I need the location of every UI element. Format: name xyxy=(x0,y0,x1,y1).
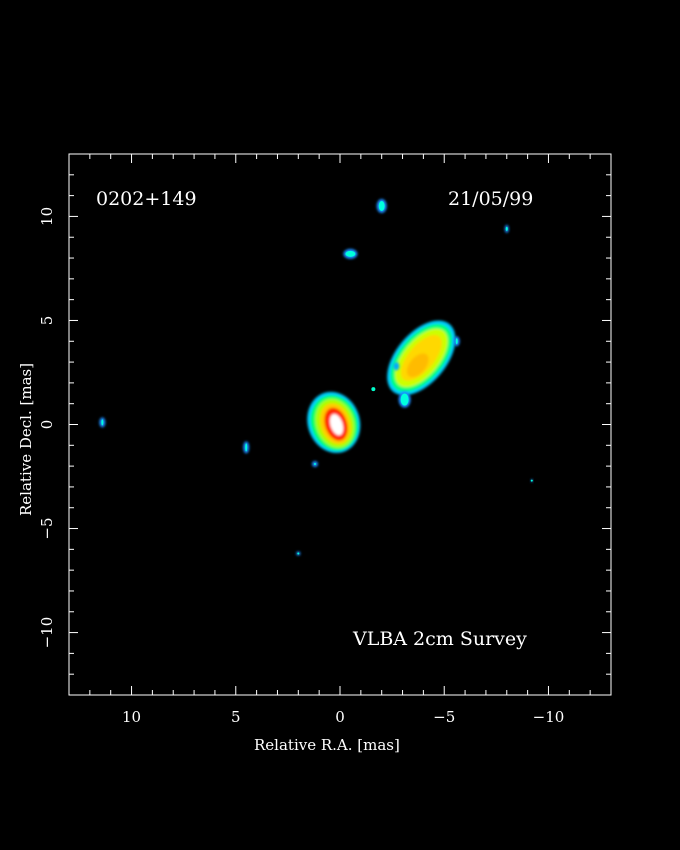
core-knot xyxy=(371,387,376,392)
image-features xyxy=(99,199,533,556)
y-tick-label: −5 xyxy=(38,517,56,539)
x-tick-label: −5 xyxy=(433,708,455,726)
blob-inner xyxy=(505,226,508,231)
core-contour xyxy=(329,414,344,436)
observation-date: 21/05/99 xyxy=(448,188,534,210)
blob-inner xyxy=(297,552,300,555)
y-tick-label: 0 xyxy=(38,420,56,430)
blob-inner xyxy=(313,463,316,466)
blob-inner xyxy=(245,443,248,452)
survey-label: VLBA 2cm Survey xyxy=(353,628,527,650)
emission-blob xyxy=(376,199,387,214)
x-tick-label: 10 xyxy=(122,708,141,726)
x-tick-label: −10 xyxy=(533,708,565,726)
jet-inner xyxy=(406,353,429,378)
jet-knot xyxy=(393,362,400,371)
emission-blob xyxy=(453,336,460,347)
jet-component xyxy=(387,320,456,396)
emission-blob xyxy=(398,391,411,408)
emission-blob xyxy=(311,461,318,468)
emission-blob xyxy=(530,479,533,483)
tick-labels: 10 10 5 5 0 0 −5 −5 −10 −10 xyxy=(38,207,564,726)
x-axis-label: Relative R.A. [mas] xyxy=(254,736,400,754)
core-component xyxy=(307,391,361,453)
y-tick-label: −10 xyxy=(38,617,56,649)
source-name: 0202+149 xyxy=(96,188,197,210)
blob-inner xyxy=(455,338,458,345)
blob-inner xyxy=(101,419,104,426)
emission-blob xyxy=(296,551,301,556)
blob-inner xyxy=(345,250,356,257)
axis-ticks xyxy=(69,154,611,695)
x-tick-label: 5 xyxy=(231,708,241,726)
blob-inner xyxy=(400,393,409,406)
blob-inner xyxy=(530,479,533,482)
x-tick-label: 0 xyxy=(335,708,345,726)
y-axis-label: Relative Decl. [mas] xyxy=(17,362,35,516)
blob-inner xyxy=(378,201,385,212)
emission-blob xyxy=(504,224,509,233)
emission-blob xyxy=(99,417,106,428)
y-tick-label: 5 xyxy=(38,316,56,326)
emission-blob xyxy=(343,248,358,259)
emission-blob xyxy=(243,441,250,454)
y-tick-label: 10 xyxy=(38,207,56,226)
